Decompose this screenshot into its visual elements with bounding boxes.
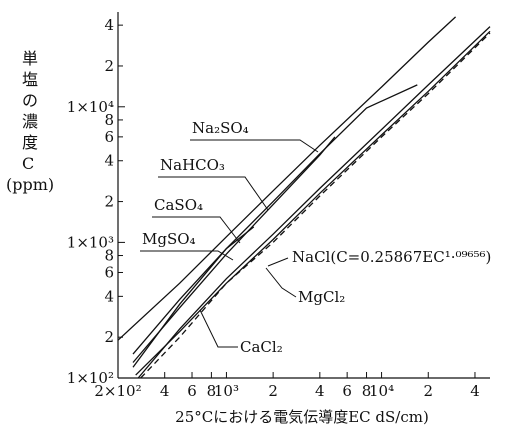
series-labels: Na₂SO₄ NaHCO₃ CaSO₄ MgSO₄ NaCl(C=0.25867EC¹·…: [140, 119, 491, 356]
leader-line-6: [199, 309, 238, 348]
x-tick-label: 8: [207, 382, 217, 400]
series-line-6: [135, 30, 491, 376]
x-tick-label: 6: [187, 382, 197, 400]
x-tick-label: 2: [423, 382, 433, 400]
x-tick-label: 2: [268, 382, 278, 400]
y-axis-title-line: 度: [22, 133, 38, 152]
series-label-5: MgCl₂: [298, 288, 345, 306]
y-tick-label: 1×10⁴: [67, 98, 114, 116]
y-axis-title-line: 単: [22, 49, 38, 68]
series-label-1: NaHCO₃: [160, 156, 225, 174]
series-line-3: [132, 136, 336, 363]
series-line-0: [117, 16, 457, 341]
y-tick-label: 6: [104, 263, 114, 281]
y-tick-label: 6: [104, 128, 114, 146]
y-tick-label: 8: [104, 247, 114, 265]
y-axis-title-line: 塩: [22, 70, 38, 89]
series-lines: [117, 16, 491, 379]
y-tick-label: 4: [104, 16, 114, 34]
x-tick-label: 10⁴: [369, 382, 394, 400]
y-axis-title-line: C: [22, 154, 34, 173]
series-label-6: CaCl₂: [240, 338, 283, 356]
x-tick-label: 2×10²: [94, 382, 141, 400]
x-tick-label: 4: [315, 382, 325, 400]
leader-line-0: [190, 139, 319, 153]
y-axis-title-line: 濃: [22, 112, 38, 131]
x-tick-label: 6: [342, 382, 352, 400]
y-tick-label: 2: [104, 57, 114, 75]
series-line-1: [132, 84, 418, 355]
x-tick-label: 10³: [214, 382, 239, 400]
y-tick-label: 2: [104, 328, 114, 346]
series-line-5: [137, 26, 491, 379]
series-label-3: MgSO₄: [142, 230, 196, 248]
x-tick-label: 4: [470, 382, 480, 400]
y-tick-label: 4: [104, 287, 114, 305]
x-tick-label: 4: [160, 382, 170, 400]
series-label-4: NaCl(C=0.25867EC¹·⁰⁹⁶⁵⁶): [292, 248, 491, 266]
series-line-4: [140, 32, 491, 379]
leader-line-4: [267, 257, 289, 267]
y-tick-label: 1×10²: [67, 369, 114, 387]
leader-line-2: [152, 216, 241, 244]
y-tick-label: 8: [104, 111, 114, 129]
leader-line-1: [158, 176, 269, 211]
series-label-0: Na₂SO₄: [192, 119, 249, 137]
x-tick-label: 8: [362, 382, 372, 400]
y-axis-title-line: (ppm): [6, 175, 54, 194]
y-tick-label: 4: [104, 152, 114, 170]
y-tick-label: 2: [104, 193, 114, 211]
y-axis-title-line: の: [22, 91, 38, 110]
x-axis-title: 25°Cにおける電気伝導度EC dS/cm): [175, 408, 429, 426]
series-label-2: CaSO₄: [154, 196, 203, 214]
y-tick-label: 1×10³: [67, 233, 114, 251]
leader-line-5: [265, 267, 297, 298]
leader-line-3: [140, 250, 234, 261]
